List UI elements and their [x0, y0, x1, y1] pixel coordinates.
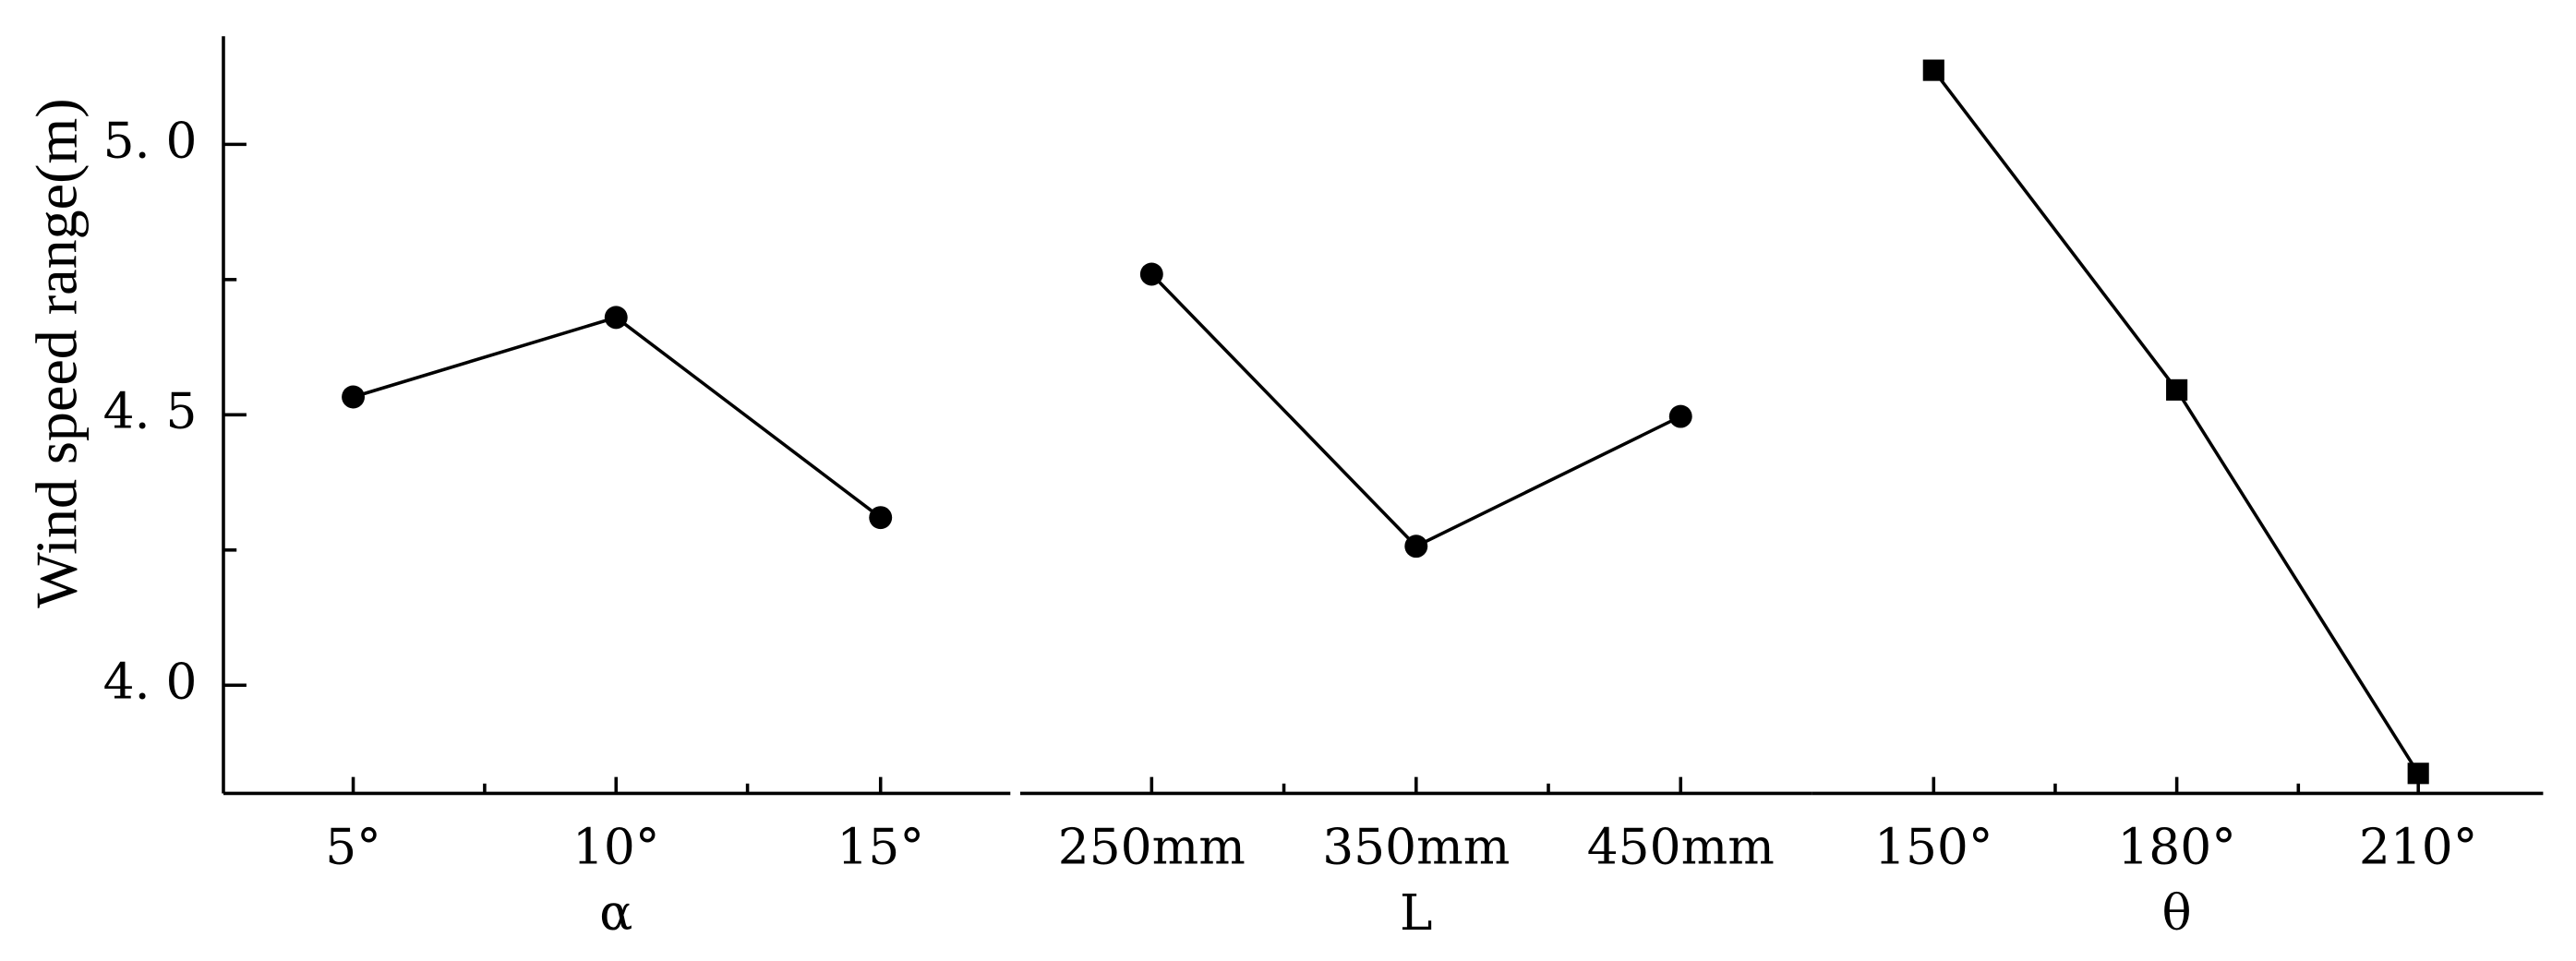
marker [2166, 378, 2188, 401]
marker [1404, 535, 1428, 559]
marker [1922, 59, 1944, 81]
series-line [1150, 272, 1682, 548]
marker [1139, 262, 1163, 286]
marker [869, 506, 893, 530]
y-axis-label: Wind speed range(m) [23, 98, 89, 607]
x-axis-label: α [599, 883, 632, 942]
x-tick-label: 350mm [1322, 818, 1510, 876]
x-tick-label: 250mm [1058, 818, 1246, 876]
marker [1668, 404, 1692, 428]
x-axis-label: L [1400, 883, 1432, 942]
x-tick-label: 10° [572, 818, 660, 876]
y-tick-label: 4. 0 [103, 652, 198, 710]
x-tick-label: 210° [2359, 818, 2478, 876]
x-tick-label: 450mm [1587, 818, 1775, 876]
x-axis-label: θ [2162, 883, 2192, 942]
x-tick-label: 5° [325, 818, 381, 876]
series-line [1932, 69, 2420, 775]
series-line [353, 315, 882, 520]
y-tick-label: 4. 5 [103, 381, 198, 439]
y-tick-label: 5. 0 [103, 111, 198, 169]
x-tick-label: 150° [1874, 818, 1993, 876]
marker [604, 306, 628, 330]
x-tick-label: 15° [837, 818, 924, 876]
marker [2407, 763, 2429, 785]
x-tick-label: 180° [2117, 818, 2236, 876]
marker [342, 385, 366, 409]
